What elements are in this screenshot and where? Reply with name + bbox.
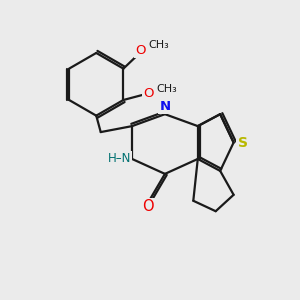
Text: O: O [142,199,153,214]
Text: N: N [159,100,170,113]
Text: O: O [136,44,146,57]
Text: CH₃: CH₃ [148,40,169,50]
Text: H–N: H–N [108,152,131,165]
Text: CH₃: CH₃ [156,84,177,94]
Text: S: S [238,136,248,149]
Text: O: O [143,87,154,100]
